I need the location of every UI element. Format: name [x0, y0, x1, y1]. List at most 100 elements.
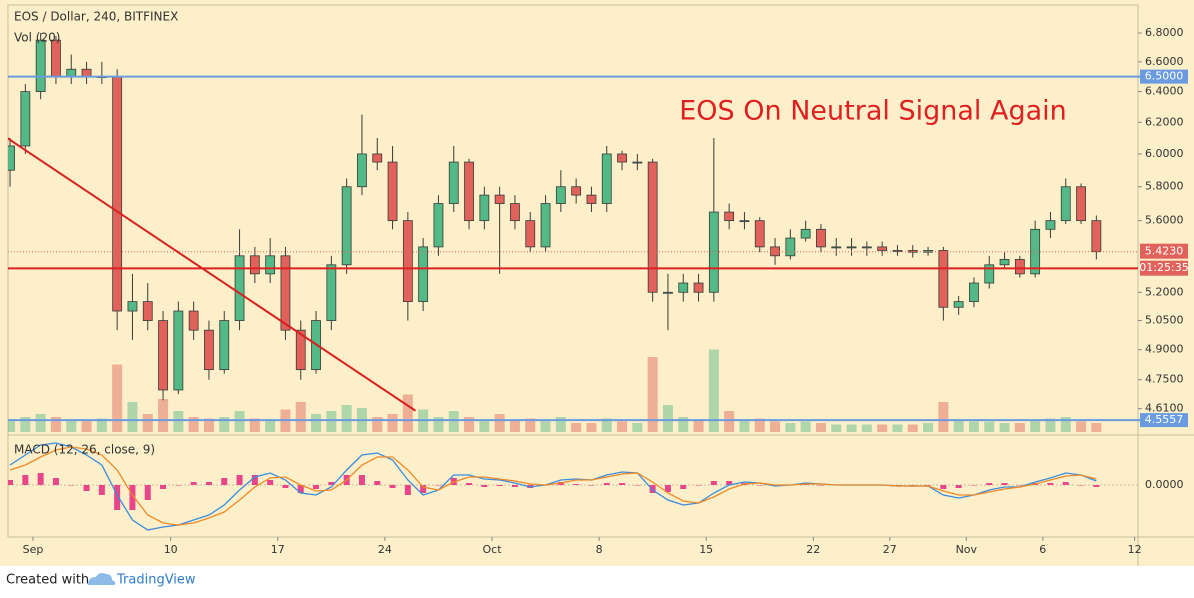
brand-link[interactable]: TradingView — [116, 573, 196, 588]
macd-histogram-bar — [695, 485, 702, 486]
volume-label: Vol (20) — [14, 31, 60, 45]
candle-body — [158, 320, 168, 391]
volume-bar — [96, 418, 107, 432]
macd-histogram-bar — [634, 485, 641, 486]
x-tick-label: Sep — [23, 543, 44, 556]
volume-bar — [448, 411, 459, 432]
chart-title: EOS / Dollar, 240, BITFINEX — [14, 10, 178, 24]
volume-bar — [433, 417, 444, 432]
macd-histogram-bar — [358, 475, 365, 485]
macd-histogram-bar — [588, 485, 595, 486]
macd-histogram-bar — [1093, 485, 1100, 487]
candle-body — [1091, 220, 1102, 253]
macd-histogram-bar — [1047, 483, 1054, 485]
volume-bar — [479, 420, 490, 432]
candle-body — [112, 76, 123, 312]
y-tick-label: 4.9000 — [1145, 343, 1184, 356]
candle-body — [127, 301, 138, 312]
volume-bar — [341, 405, 352, 432]
candle-body — [739, 220, 750, 223]
x-tick-label: Nov — [956, 543, 978, 556]
main-pane — [8, 33, 1138, 432]
x-tick-label: 10 — [164, 543, 178, 556]
macd-histogram-bar — [205, 482, 212, 485]
macd-histogram-bar — [129, 485, 136, 510]
volume-bar — [20, 417, 31, 432]
macd-histogram-bar — [435, 485, 442, 486]
candle-body — [387, 161, 398, 222]
macd-histogram-bar — [68, 485, 75, 486]
candle-body — [877, 246, 888, 251]
volume-bar — [158, 399, 169, 432]
volume-bar — [8, 420, 16, 432]
macd-histogram-bar — [496, 485, 503, 486]
macd-histogram-bar — [664, 485, 671, 492]
volume-bar — [1091, 423, 1102, 432]
volume-bar — [938, 402, 949, 432]
signal-line — [9, 446, 1097, 526]
volume-bar — [127, 402, 138, 432]
macd-histogram-bar — [420, 485, 427, 493]
volume-bar — [846, 424, 857, 432]
x-tick-label: 17 — [271, 543, 285, 556]
candle-body — [923, 250, 933, 253]
candle-body — [540, 203, 551, 248]
macd-histogram-bar — [160, 485, 167, 489]
macd-histogram-bar — [404, 485, 411, 495]
macd-histogram-bar — [726, 481, 733, 485]
x-tick-label: 6 — [1039, 543, 1046, 556]
macd-histogram-bar — [573, 484, 580, 485]
candle-body — [494, 194, 505, 204]
tradingview-logo — [88, 573, 116, 585]
macd-histogram-bar — [374, 481, 381, 485]
macd-histogram-bar — [282, 485, 289, 488]
candle-body — [66, 68, 77, 78]
volume-bar — [402, 394, 413, 432]
volume-bar — [203, 418, 214, 432]
candle-body — [770, 246, 780, 257]
macd-histogram-bar — [8, 480, 14, 485]
volume-bar — [525, 418, 536, 432]
candle-body — [525, 220, 536, 248]
x-tick-label: 27 — [883, 543, 897, 556]
candle-body — [785, 237, 796, 257]
volume-bar — [724, 411, 735, 432]
volume-bar — [35, 414, 46, 432]
candle-body — [693, 282, 704, 293]
macd-histogram-bar — [175, 485, 182, 486]
candle-body — [754, 220, 765, 248]
volume-bar — [555, 417, 566, 432]
macd-histogram-bar — [144, 485, 151, 500]
volume-bar — [953, 420, 964, 432]
candle-body — [571, 186, 582, 196]
macd-histogram-bar — [190, 482, 197, 485]
volume-bar — [708, 349, 719, 432]
volume-bar — [142, 414, 153, 432]
countdown-box — [1140, 260, 1188, 276]
volume-bar — [540, 420, 551, 432]
macd-histogram-bar — [37, 473, 44, 485]
volume-bar — [1060, 417, 1071, 432]
volume-bar — [509, 420, 520, 432]
macd-histogram-bar — [894, 485, 901, 486]
candle-body — [984, 264, 995, 284]
candle-body — [81, 68, 92, 78]
macd-histogram-bar — [511, 485, 518, 487]
candle-body — [234, 255, 245, 321]
candle-body — [249, 255, 260, 275]
volume-bar — [678, 417, 689, 432]
trend-line — [8, 137, 417, 412]
candle-body — [8, 145, 15, 171]
volume-bar — [968, 421, 979, 432]
macd-histogram-bar — [649, 485, 656, 493]
macd-histogram-bar — [114, 485, 121, 510]
macd-histogram-bar — [710, 481, 717, 485]
candle-body — [969, 282, 979, 303]
x-tick-label: 8 — [596, 543, 603, 556]
macd-histogram-bar — [1062, 482, 1069, 485]
macd-histogram-bar — [83, 485, 90, 491]
macd-histogram-bar — [603, 483, 610, 485]
y-tick-label: 6.2000 — [1145, 115, 1184, 128]
y-tick-label: 6.8000 — [1145, 26, 1184, 39]
candle-body — [846, 246, 857, 249]
